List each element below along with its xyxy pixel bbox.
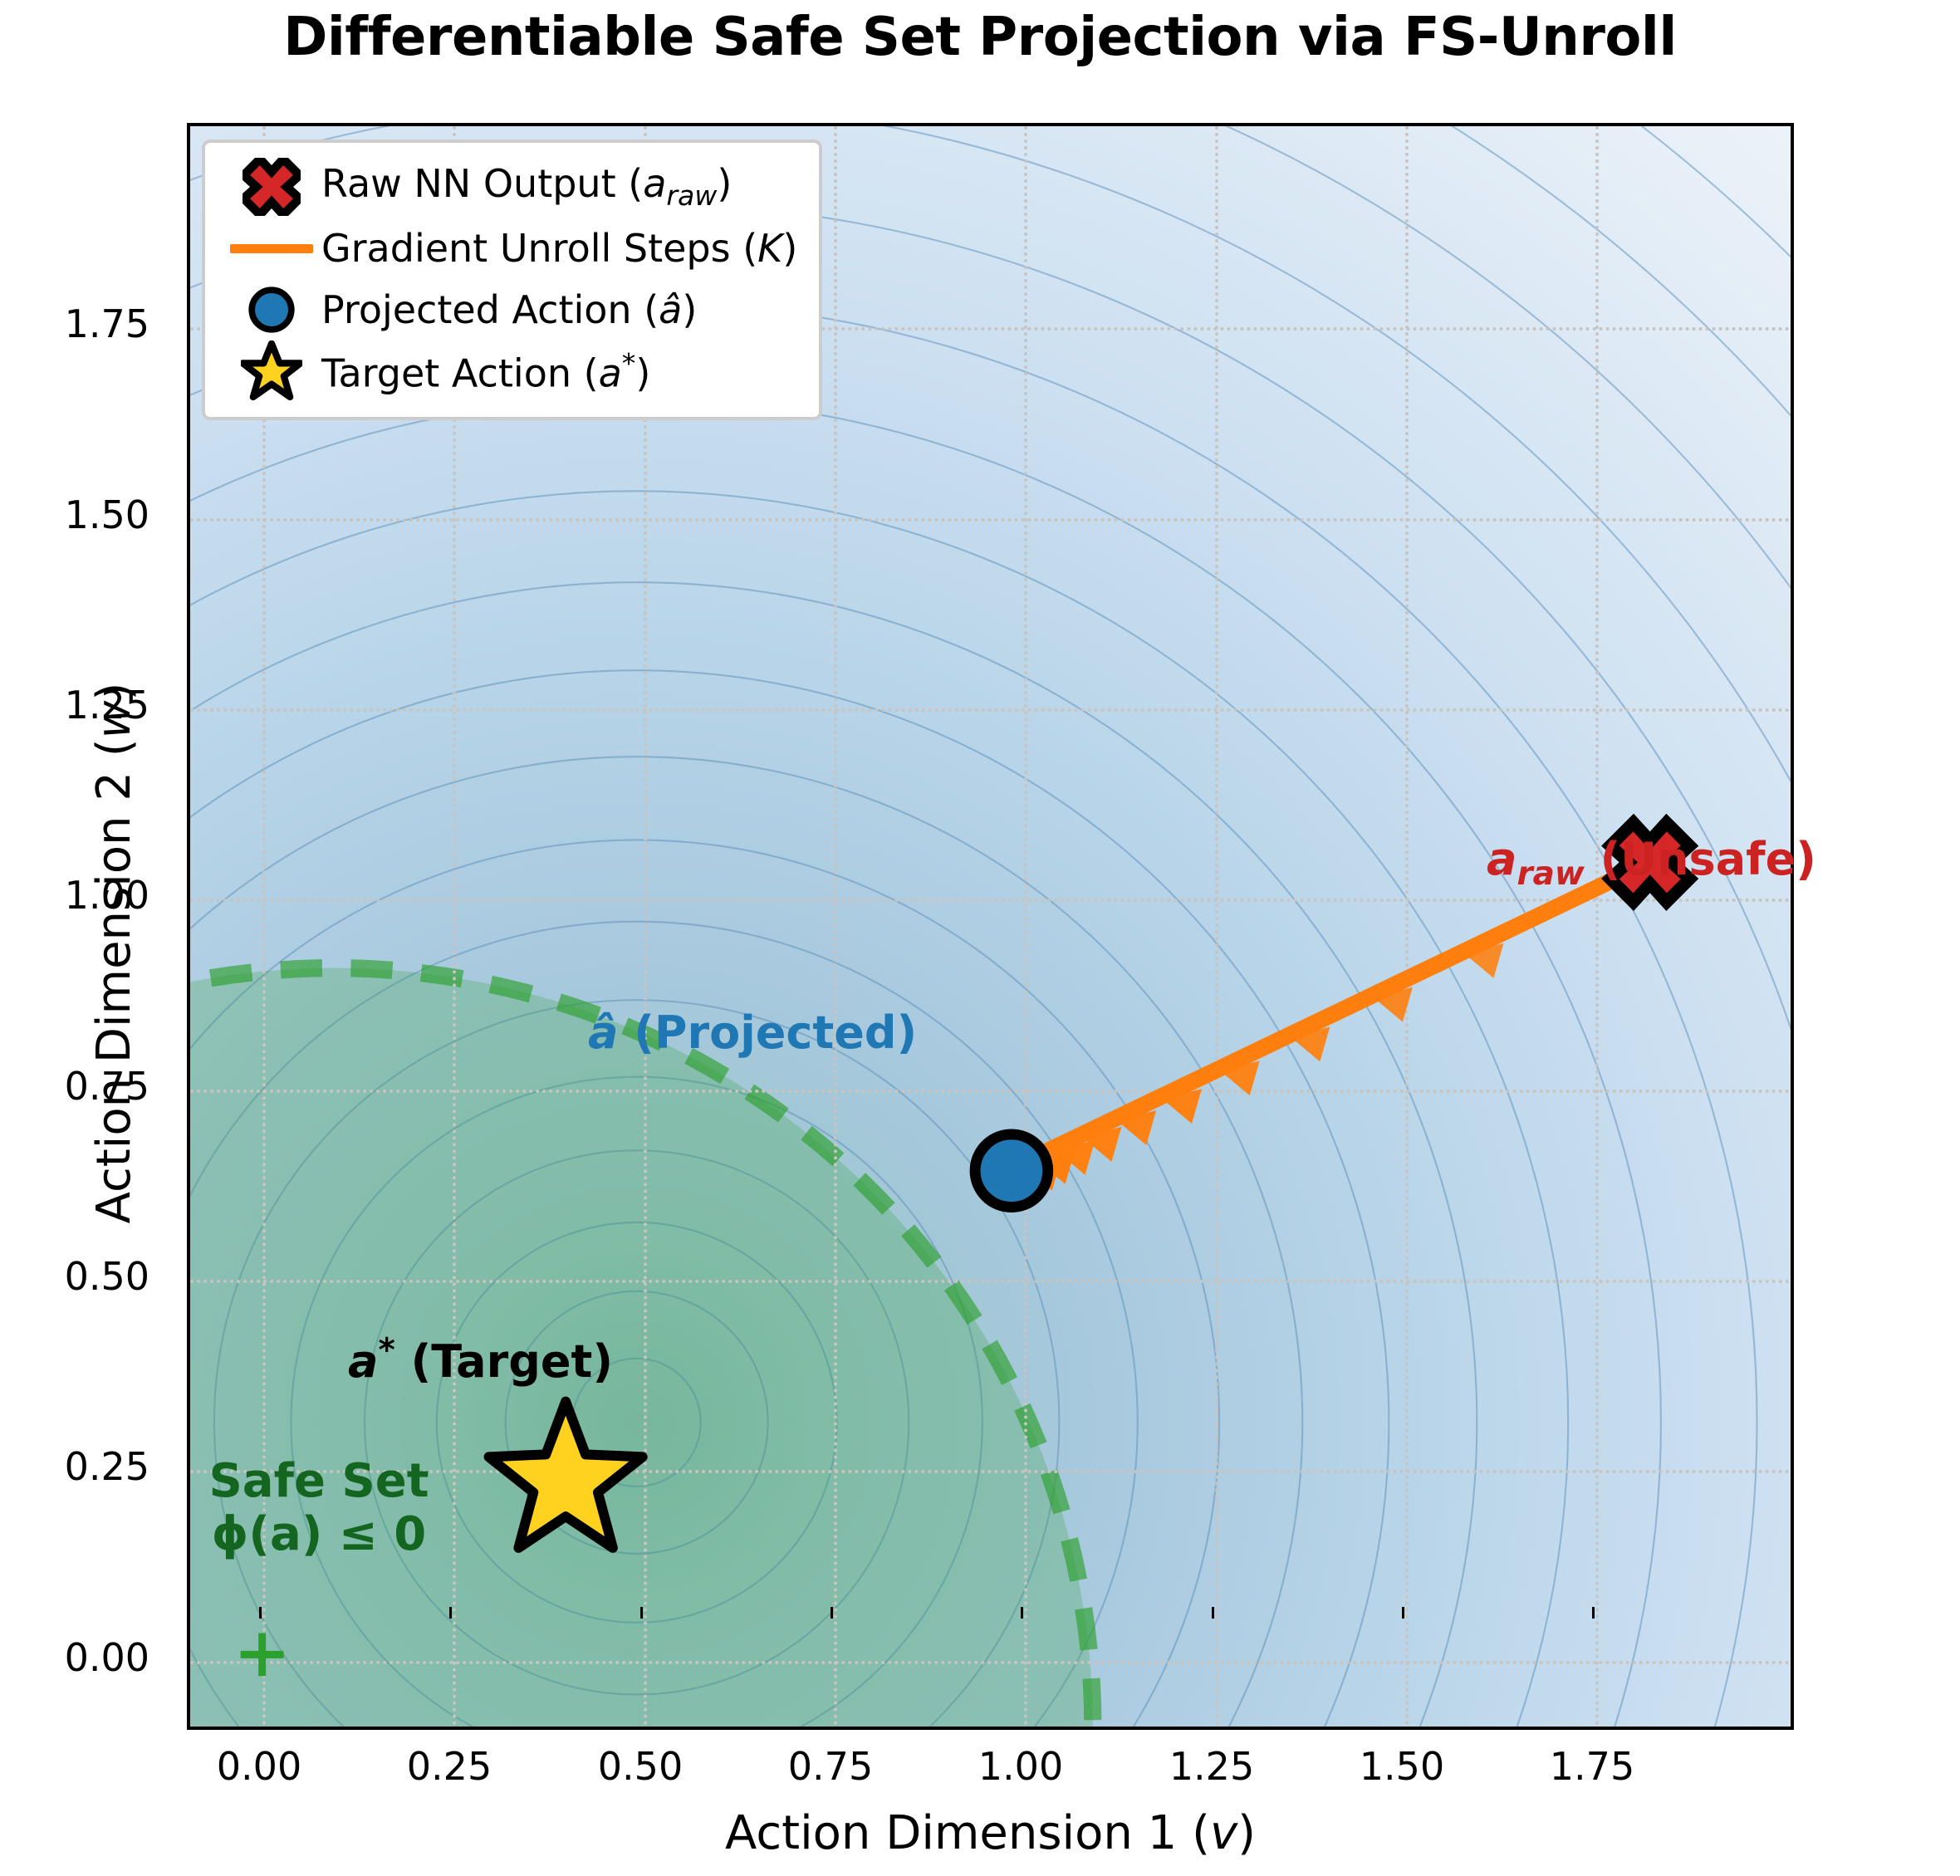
legend-item-projected-action[interactable]: Projected Action (â) [222,279,797,340]
gridline-x-7 [1595,126,1599,1727]
x-tick-label-3: 0.75 [787,1744,874,1789]
x-tick-label-5: 1.25 [1169,1744,1255,1789]
annotation-raw-sub: raw [1517,855,1585,893]
gridline-y-4 [190,899,1791,902]
x-tick-label-4: 1.00 [978,1744,1064,1789]
legend-item-target-action[interactable]: Target Action (a*) [222,340,797,402]
x-tick-label-7: 1.75 [1549,1744,1635,1789]
legend-item-unroll-steps[interactable]: Gradient Unroll Steps (K) [222,218,797,279]
raw-output-marker [1601,813,1699,911]
annotation-target: a* (Target) [348,1332,613,1388]
annotation-projected-text: (Projected) [618,1007,918,1059]
x-axis-label-var: v [1209,1806,1238,1860]
x-tick-label-2: 0.50 [597,1744,684,1789]
x-marker-icon [222,158,321,216]
legend-label-unroll: Gradient Unroll Steps ( [321,226,758,271]
gridline-x-3 [834,126,837,1727]
annotation-projected: â (Projected) [588,1007,917,1059]
x-axis-label-text: Action Dimension 1 [725,1806,1178,1860]
gridline-x-0 [262,126,266,1727]
legend-tail-projected: ) [682,287,698,332]
origin-plus-icon [240,1633,284,1677]
circle-marker-icon [222,281,321,339]
legend-var-unroll: K [757,226,783,271]
safe-set-region [190,959,1102,1727]
gridline-x-6 [1405,126,1409,1727]
gridline-y-5 [190,708,1791,712]
legend: Raw NN Output (araw) Gradient Unroll Ste… [202,140,823,420]
y-tick-label-4: 1.00 [64,873,149,918]
x-tick-label-0: 0.00 [216,1744,302,1789]
annotation-raw-var: a [1487,833,1517,885]
annotation-raw-text: (Unsafe) [1584,833,1816,885]
legend-sub-raw: raw [666,179,718,213]
legend-var-raw: a [643,161,667,207]
legend-var-projected: â [659,287,683,332]
y-tick-label-3: 0.75 [64,1064,149,1109]
gridline-y-2 [190,1280,1791,1283]
gridline-y-3 [190,1090,1791,1093]
y-axis-label: Action Dimension 2 (w) [87,682,141,1224]
star-marker-icon [222,340,321,402]
gradient-unroll-path [1002,854,1659,1191]
gridline-x-1 [453,126,456,1727]
legend-label-projected: Projected Action ( [321,287,659,332]
annotation-raw-unsafe: araw (Unsafe) [1487,833,1816,893]
y-axis-label-text: Action Dimension 2 [87,771,141,1224]
x-axis-label: Action Dimension 1 (v) [725,1806,1256,1860]
y-tick-label-2: 0.50 [64,1254,149,1299]
gridline-x-4 [1024,126,1027,1727]
y-axis-label-var: w [87,700,141,739]
y-tick-label-6: 1.50 [64,492,149,537]
legend-item-raw-output[interactable]: Raw NN Output (araw) [222,156,797,218]
legend-sup-target: * [621,346,636,380]
legend-tail-unroll: ) [782,226,798,271]
y-tick-label-0: 0.00 [64,1635,149,1680]
target-action-marker [483,1396,648,1553]
legend-label-target: Target Action ( [321,350,599,396]
legend-tail-raw: ) [717,161,733,207]
projected-action-marker [969,1129,1054,1213]
legend-var-target: a [598,350,622,396]
y-tick-label-5: 1.25 [64,683,149,727]
gridline-x-2 [644,126,647,1727]
gridline-x-5 [1215,126,1218,1727]
x-tick-label-1: 0.25 [406,1744,492,1789]
gridline-y-6 [190,518,1791,522]
gridline-y-1 [190,1470,1791,1473]
annotation-safe-set-line2: ϕ(a) ≤ 0 [211,1507,427,1562]
legend-tail-target: ) [635,350,651,396]
y-tick-label-1: 0.25 [64,1444,149,1489]
legend-label-raw-output: Raw NN Output ( [321,161,644,207]
annotation-target-text: (Target) [394,1335,613,1388]
gridline-y-0 [190,1661,1791,1664]
data-layer [240,813,1699,1677]
y-tick-label-7: 1.75 [64,301,149,346]
annotation-target-var: a [348,1335,379,1388]
x-tick-label-6: 1.50 [1359,1744,1445,1789]
line-swatch-icon [222,243,321,253]
annotation-safe-set-line1: Safe Set [208,1454,429,1508]
page-title: Differentiable Safe Set Projection via F… [283,7,1677,68]
annotation-safe-set: Safe Set ϕ(a) ≤ 0 [190,1454,485,1562]
gridline-y-7 [190,327,1791,331]
annotation-target-sup: * [378,1332,395,1369]
annotation-projected-var: â [588,1007,619,1059]
